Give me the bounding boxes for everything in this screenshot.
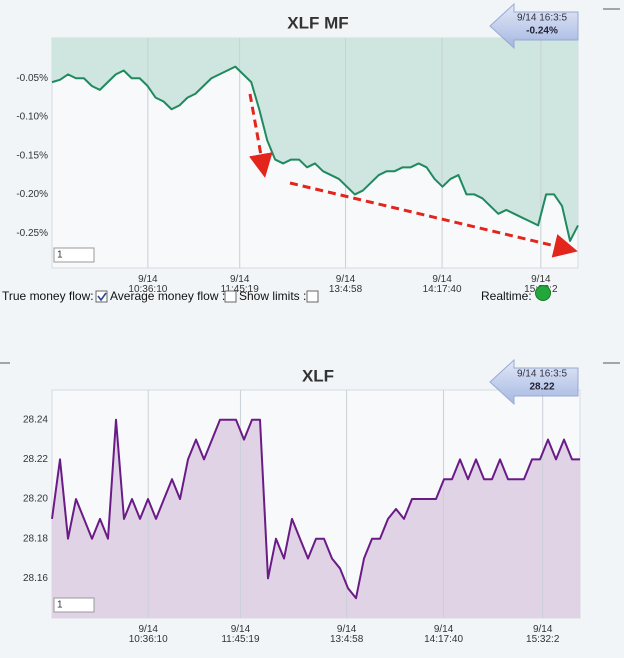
badge-time: 9/14 16:3:5	[517, 13, 567, 24]
line	[51, 418, 580, 600]
line	[51, 65, 579, 242]
x-tick-label: 9/14 13:4:58	[330, 624, 364, 645]
trend-arrow	[289, 181, 578, 258]
x-tick-label: 9/14 11:45:19	[221, 624, 260, 645]
chart-title: XLF MF	[287, 13, 348, 32]
x-tick-line: 9/14	[531, 274, 551, 285]
area	[52, 419, 580, 618]
zoom-input[interactable]	[53, 247, 95, 263]
x-tick-line: 9/14	[231, 624, 251, 635]
badge-value: 28.22	[529, 382, 554, 393]
x-tick-line: 13:4:58	[329, 284, 363, 295]
x-tick-line: 10:36:10	[129, 634, 168, 645]
y-tick-label: 28.20	[23, 494, 48, 505]
x-tick-line: 9/14	[336, 274, 356, 285]
y-tick-label: 28.18	[23, 533, 48, 544]
x-tick-line: 13:4:58	[330, 634, 364, 645]
y-tick-label: 28.16	[23, 573, 48, 584]
x-tick-label: 9/14 14:17:40	[424, 624, 463, 645]
checkmark	[97, 292, 107, 302]
y-tick-label: 28.22	[23, 454, 48, 465]
control-label: True money flow:	[2, 289, 94, 303]
controls: True money flow: Average money flow : Sh…	[2, 285, 551, 303]
x-tick-line: 11:45:19	[221, 634, 260, 645]
badge-arrow	[489, 358, 579, 406]
badge-value: -0.24%	[526, 26, 558, 37]
y-tick-label: -0.20%	[16, 189, 48, 200]
x-tick-label: 9/14 11:45:19	[221, 274, 260, 295]
x-tick-line: 14:17:40	[423, 284, 462, 295]
y-tick-label: -0.15%	[16, 150, 48, 161]
chart: 9/14 10:36:109/14 11:45:199/14 13:4:589/14 1…	[16, 2, 579, 295]
x-tick-line: 10:36:10	[128, 284, 167, 295]
badge-arrow	[489, 2, 579, 50]
control-label: Show limits :	[239, 289, 306, 303]
checkbox[interactable]	[224, 290, 237, 303]
area	[52, 38, 578, 241]
zoom-input[interactable]	[53, 597, 95, 613]
y-tick-label: 28.24	[23, 414, 48, 425]
zoom-input-value: 1	[57, 250, 63, 261]
x-tick-line: 15:32:2	[526, 634, 560, 645]
chart-title: XLF	[302, 366, 334, 385]
charts: 9/14 10:36:109/14 11:45:199/14 13:4:589/14 1…	[16, 2, 581, 645]
x-tick-line: 14:17:40	[424, 634, 463, 645]
x-tick-label: 9/14 14:17:40	[423, 274, 462, 295]
x-tick-line: 9/14	[434, 624, 454, 635]
x-tick-line: 11:45:19	[221, 284, 260, 295]
x-tick-line: 9/14	[230, 274, 250, 285]
control-label: Realtime:	[481, 289, 532, 303]
chart: 9/14 10:36:109/14 11:45:199/14 13:4:589/14 1…	[23, 358, 581, 645]
trend-arrow	[248, 93, 273, 178]
x-tick-line: 9/14	[337, 624, 357, 635]
x-tick-label: 9/14 10:36:10	[129, 624, 168, 645]
y-tick-label: -0.10%	[16, 112, 48, 123]
x-tick-label: 9/14 10:36:10	[128, 274, 167, 295]
x-tick-line: 9/14	[138, 274, 158, 285]
badge-time: 9/14 16:3:5	[517, 369, 567, 380]
checkbox[interactable]	[95, 290, 108, 303]
x-tick-label: 9/14 13:4:58	[329, 274, 363, 295]
x-tick-line: 9/14	[533, 624, 553, 635]
realtime-indicator	[535, 285, 551, 301]
checkbox[interactable]	[306, 290, 319, 303]
control-label: Average money flow :	[110, 289, 225, 303]
x-tick-line: 9/14	[138, 624, 158, 635]
y-tick-label: -0.25%	[16, 228, 48, 239]
y-tick-label: -0.05%	[16, 73, 48, 84]
x-tick-line: 9/14	[432, 274, 452, 285]
zoom-input-value: 1	[57, 600, 63, 611]
